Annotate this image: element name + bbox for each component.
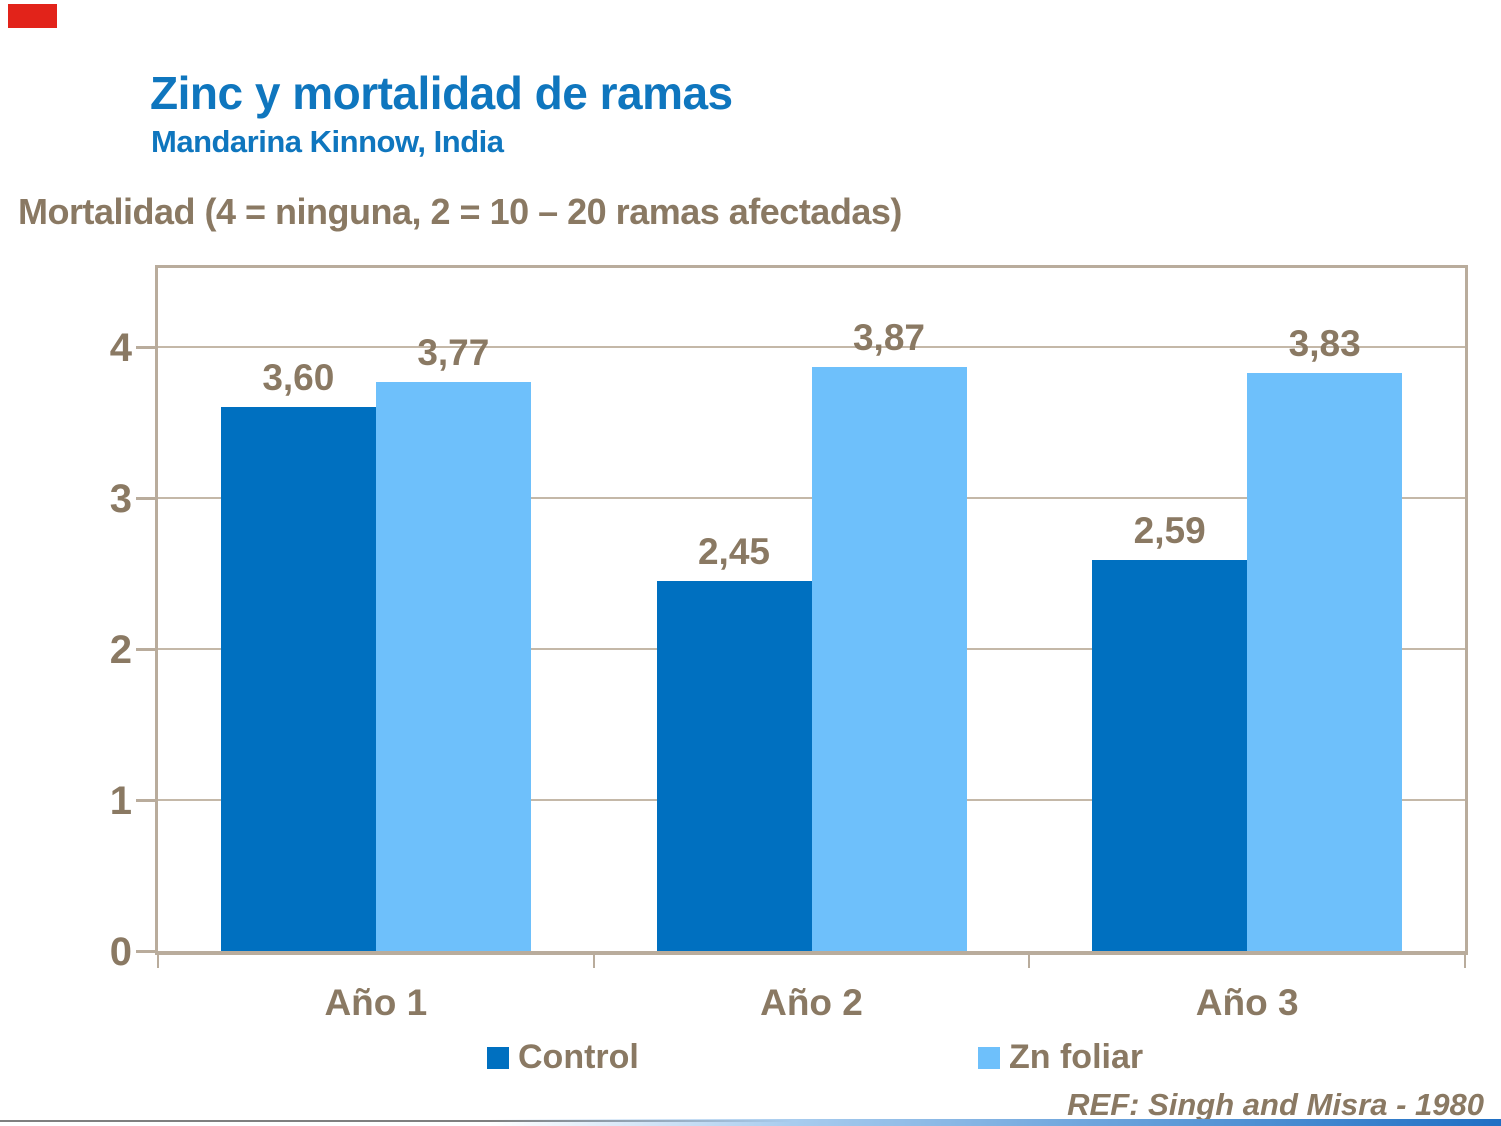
x-axis-tick-1 — [592, 955, 595, 968]
y-axis-tick-4 — [136, 346, 155, 349]
x-axis-tick-3 — [1464, 955, 1466, 968]
x-axis-tick-0 — [157, 955, 159, 968]
bar-zn-foliar-3 — [1247, 372, 1403, 951]
y-axis-label-3: 3 — [109, 477, 132, 521]
y-axis-tick-3 — [136, 497, 155, 500]
bar-value-zn-foliar-1: 3,77 — [417, 331, 490, 373]
y-axis-tick-1 — [136, 799, 155, 802]
legend-swatch-control — [487, 1047, 509, 1069]
bar-value-zn-foliar-2: 3,87 — [852, 316, 925, 358]
reference-text: REF: Singh and Misra - 1980 — [1067, 1087, 1484, 1122]
bar-zn-foliar-1 — [375, 381, 531, 951]
legend-swatch-zn-foliar — [978, 1047, 1000, 1069]
bar-value-zn-foliar-3: 3,83 — [1288, 322, 1361, 364]
y-axis-tick-2 — [136, 648, 155, 651]
x-axis-line — [155, 951, 1468, 955]
bar-value-control-1: 3,60 — [262, 357, 335, 399]
y-axis-note: Mortalidad (4 = ninguna, 2 = 10 – 20 ram… — [18, 191, 902, 232]
chart-subtitle: Mandarina Kinnow, India — [151, 124, 504, 159]
chart-title: Zinc y mortalidad de ramas — [150, 67, 733, 119]
y-axis-label-1: 1 — [109, 779, 132, 823]
bottom-gradient-bar — [490, 1119, 1501, 1126]
bar-control-2 — [656, 581, 812, 951]
legend-label-zn-foliar: Zn foliar — [1009, 1038, 1144, 1076]
bar-value-control-3: 2,59 — [1133, 509, 1206, 551]
bar-value-control-2: 2,45 — [697, 531, 770, 573]
bar-zn-foliar-2 — [811, 366, 967, 951]
plot-area: 3,60 3,77 2,45 3,87 2,59 3,83 — [155, 265, 1468, 955]
y-axis-tick-0 — [136, 950, 155, 953]
x-axis-tick-2 — [1028, 955, 1031, 968]
y-axis-label-2: 2 — [109, 628, 132, 672]
legend-label-control: Control — [518, 1038, 639, 1076]
bar-control-3 — [1092, 559, 1248, 951]
y-axis-label-4: 4 — [109, 326, 132, 370]
x-axis-label-2: Año 2 — [760, 982, 863, 1023]
bar-control-1 — [220, 407, 376, 951]
plot-frame — [155, 265, 1468, 955]
red-accent-block — [8, 4, 57, 28]
y-axis-label-0: 0 — [109, 930, 132, 974]
x-axis-label-3: Año 3 — [1195, 982, 1299, 1023]
gridline-4 — [158, 346, 1465, 348]
x-axis-label-1: Año 1 — [324, 982, 428, 1023]
